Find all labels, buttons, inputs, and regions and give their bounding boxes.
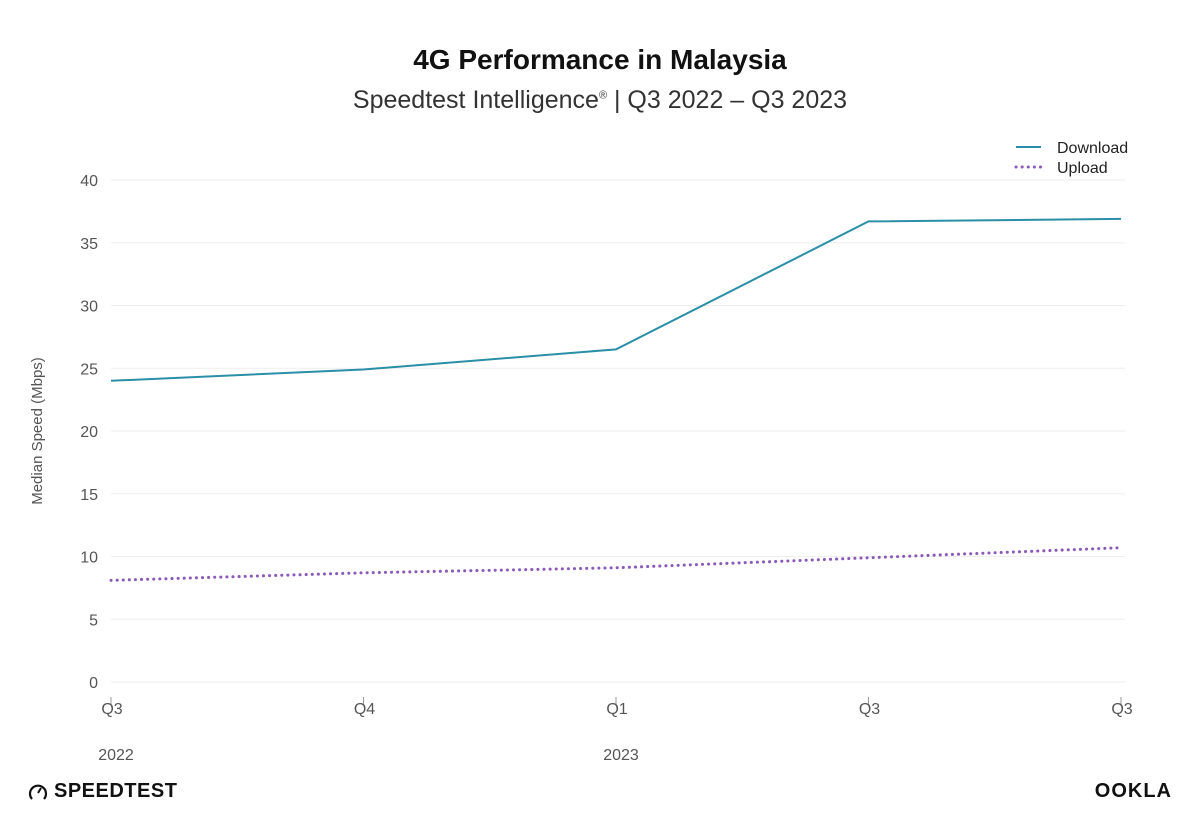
speedtest-wordmark: SPEEDTEST <box>54 780 178 802</box>
series-line-upload <box>109 546 1123 582</box>
y-axis-label: Median Speed (Mbps) <box>29 357 46 505</box>
y-tick-label: 5 <box>89 612 98 629</box>
y-tick-label: 20 <box>80 424 98 441</box>
speedtest-logo: SPEEDTEST <box>28 780 177 803</box>
y-tick-label: 25 <box>80 361 98 378</box>
x-tick-label: Q3 <box>101 701 122 718</box>
subtitle-text: Speedtest Intelligence <box>352 86 599 114</box>
x-tick-label: Q3 <box>859 701 880 718</box>
chart-subtitle: Speedtest Intelligence® | Q3 2022 – Q3 2… <box>0 86 1200 115</box>
subtitle-period: | Q3 2022 – Q3 2023 <box>607 86 848 114</box>
y-tick-label: 0 <box>89 675 98 692</box>
y-tick-label: 10 <box>80 550 98 567</box>
x-tick-year: 2023 <box>603 747 639 764</box>
chart-title: 4G Performance in Malaysia <box>413 44 787 75</box>
x-tick-label: Q4 <box>354 701 375 718</box>
legend-label: Upload <box>1057 160 1108 177</box>
x-tick-year: 2022 <box>98 747 134 764</box>
gauge-icon <box>28 784 48 800</box>
ookla-logo: OOKLA <box>1094 780 1172 802</box>
legend-label: Download <box>1057 140 1128 157</box>
y-tick-label: 35 <box>80 236 98 253</box>
y-tick-label: 30 <box>80 299 98 316</box>
x-tick-label: Q1 <box>606 701 627 718</box>
registered-mark: ® <box>598 89 608 102</box>
y-tick-label: 15 <box>80 487 98 504</box>
y-tick-label: 40 <box>80 173 98 190</box>
x-tick-label: Q3 <box>1111 701 1132 718</box>
